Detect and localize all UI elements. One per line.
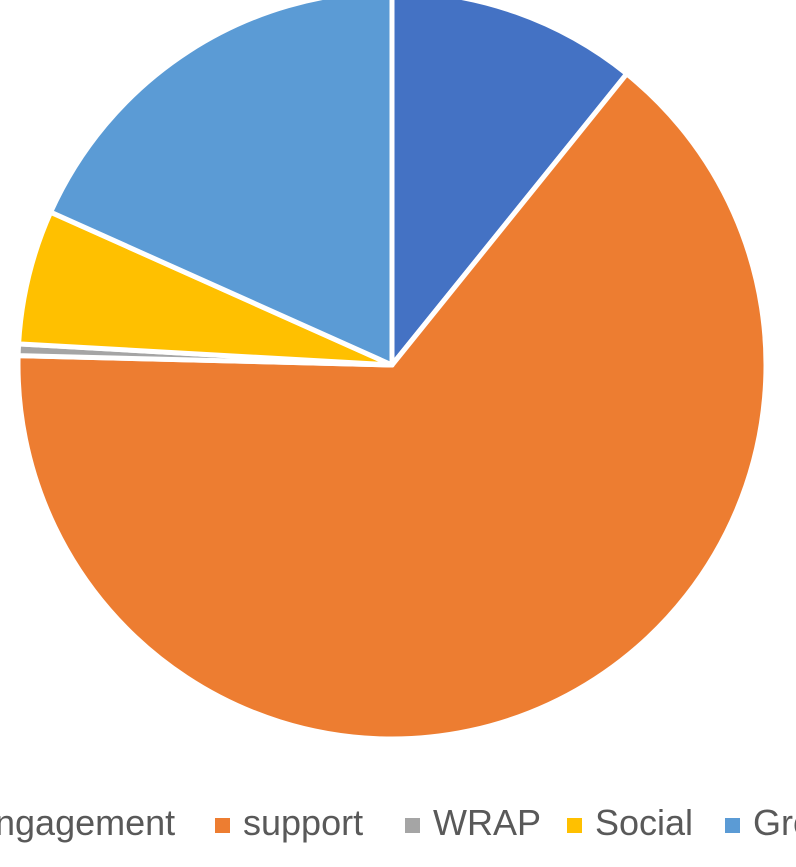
pie-slice-support — [15, 71, 769, 742]
pie-slice-engagement — [389, 0, 630, 368]
legend-marker-support — [215, 818, 230, 833]
chart-legend: ngagement support WRAP Social Gro — [0, 802, 796, 843]
legend-label-support: support — [243, 802, 363, 843]
legend-label-group: Gro — [753, 802, 796, 843]
pie-slice-social — [16, 209, 395, 368]
legend-marker-social — [567, 818, 582, 833]
legend-marker-wrap — [405, 818, 420, 833]
pie-slice-group — [48, 0, 395, 368]
legend-label-wrap: WRAP — [433, 802, 541, 843]
pie-slices — [15, 0, 769, 742]
legend-marker-group — [725, 818, 740, 833]
legend-label-engagement: ngagement — [0, 802, 175, 843]
legend-label-social: Social — [595, 802, 693, 843]
